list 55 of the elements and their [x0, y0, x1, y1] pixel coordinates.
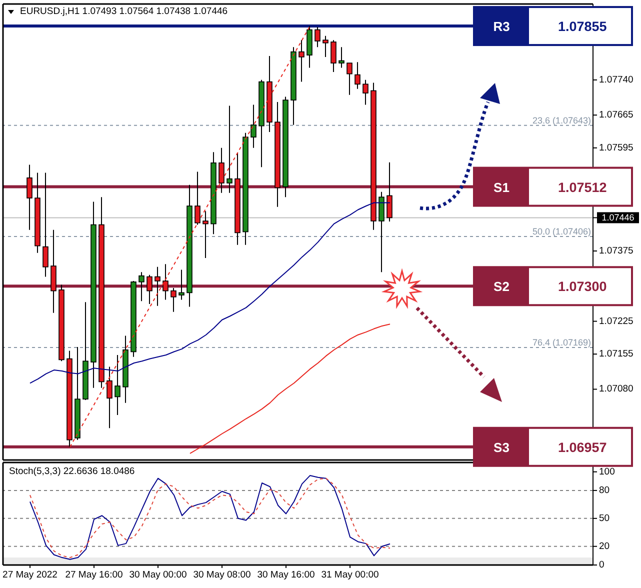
x-tick-label: 27 May 2022 [2, 570, 58, 580]
y-tick-label: 1.07740 [599, 74, 634, 86]
y-tick-label: 1.07080 [599, 384, 634, 395]
candlestick [202, 210, 208, 259]
candlestick [114, 354, 120, 416]
text: R3 1.07855 [493, 18, 607, 34]
candlestick [154, 266, 160, 306]
x-tick-label: 30 May 00:00 [129, 570, 187, 580]
line-series [70, 26, 310, 448]
candlestick [250, 104, 256, 148]
x-tick-label: 30 May 16:00 [257, 570, 315, 580]
y-tick-label: 1.07665 [599, 110, 634, 121]
y-tick-label: 1.07225 [599, 316, 634, 327]
chart-title: EURUSD.j,H1 1.07493 1.07564 1.07438 1.07446 [20, 6, 228, 18]
candlestick [194, 171, 200, 226]
y-tick-label: 20 [599, 540, 610, 552]
candlestick [226, 105, 232, 194]
y-tick-label: 1.07595 [599, 142, 634, 154]
candlestick [338, 46, 344, 68]
candlestick [138, 272, 144, 302]
x-tick-label: 31 May 00:00 [321, 570, 379, 580]
y-tick-label: 1.07375 [599, 245, 634, 256]
candlestick [354, 62, 360, 90]
candlestick [106, 366, 112, 429]
ref-line-label: 76.4 (1.07169) [532, 338, 591, 348]
candlestick [314, 26, 320, 48]
candlestick [298, 40, 304, 82]
y-tick-label: 50 [599, 512, 610, 524]
candlestick [386, 162, 392, 222]
candlestick [346, 62, 352, 96]
candlestick [146, 274, 152, 304]
candlestick [162, 264, 168, 300]
ref-line-label: 23.6 (1.07643) [532, 115, 591, 126]
y-tick-label: 1.07155 [599, 348, 634, 360]
x-tick-label: 27 May 16:00 [65, 570, 123, 580]
candlestick [26, 164, 32, 230]
candlestick [170, 288, 176, 312]
line-series [190, 324, 390, 454]
y-tick-label: 0 [599, 560, 604, 570]
y-tick-label: 80 [599, 484, 610, 496]
candlestick [322, 35, 328, 58]
chart-title: Stoch(5,3,3) 22.6636 18.0486 [9, 466, 135, 478]
candlestick [42, 172, 48, 278]
text: S3 1.06957 [494, 439, 607, 454]
text: S1 1.07512 [494, 179, 607, 194]
text: S2 1.07300 [494, 278, 607, 294]
x-tick-label: 30 May 08:00 [193, 570, 251, 580]
y-tick-label: 100 [599, 466, 615, 478]
candlestick [218, 147, 224, 194]
candlestick [178, 269, 184, 300]
ref-line-label: 50.0 (1.07406) [532, 226, 591, 236]
candlestick [378, 191, 384, 273]
candlestick [362, 79, 368, 106]
y-tick-label: 1.07446 [602, 212, 634, 223]
candlestick [330, 40, 336, 72]
